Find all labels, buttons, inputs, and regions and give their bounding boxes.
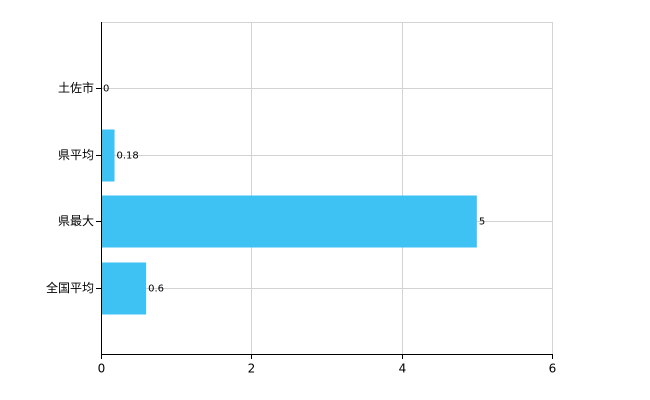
x-tick-label: 2 [248,362,256,376]
x-tick-label: 6 [549,362,557,376]
bar [101,195,477,248]
x-tick-label: 4 [399,362,407,376]
x-tick-label: 0 [98,362,106,376]
y-tick-label: 県最大 [58,214,94,228]
y-tick-label: 土佐市 [58,80,94,95]
y-tick-label: 全国平均 [46,280,94,295]
value-label: 0.18 [117,151,139,162]
value-label: 0.6 [148,284,164,295]
value-label: 0 [103,84,109,95]
bar [101,262,147,315]
bar [101,129,115,182]
y-tick-label: 県平均 [58,148,94,162]
value-label: 5 [479,217,485,228]
